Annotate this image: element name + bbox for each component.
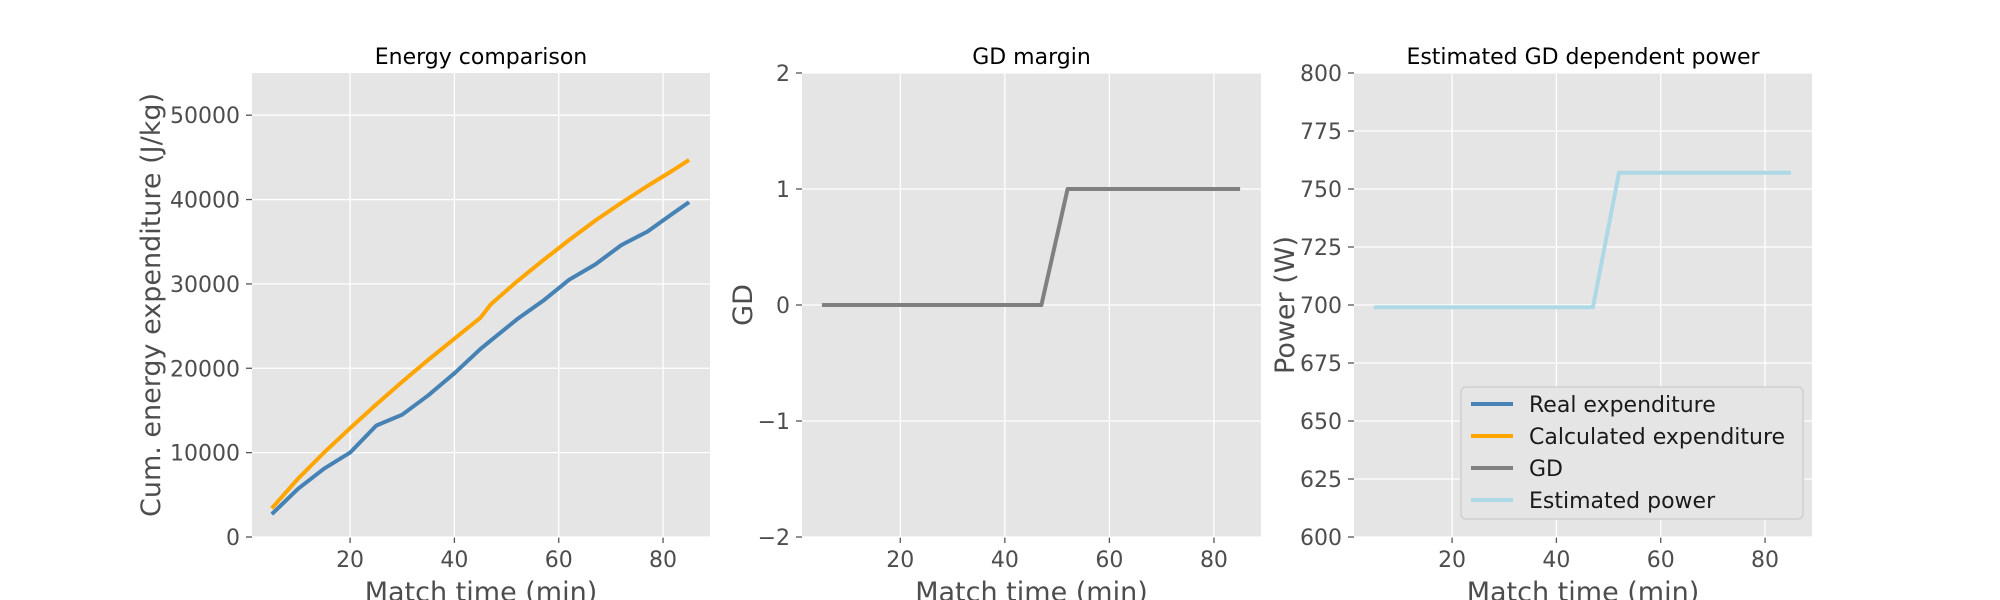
x-tick-label: 20: [886, 548, 914, 573]
y-tick-label: 50000: [170, 104, 240, 129]
y-tick-label: 700: [1300, 294, 1342, 319]
y-tick-label: 2: [776, 62, 790, 87]
x-axis-label: Match time (min): [1467, 577, 1700, 600]
x-tick-label: 60: [1095, 548, 1123, 573]
x-tick-label: 80: [1751, 548, 1779, 573]
y-tick-label: 675: [1300, 352, 1342, 377]
x-tick-label: 40: [440, 548, 468, 573]
y-tick-label: 20000: [170, 357, 240, 382]
y-tick-label: 625: [1300, 468, 1342, 493]
y-tick-label: 40000: [170, 189, 240, 214]
chart-title: GD margin: [972, 45, 1091, 70]
y-tick-label: −2: [758, 526, 790, 551]
chart-panel-1: 20 40 60 80 0 10000 20000 30000 40000 50000 Energy…: [136, 45, 710, 600]
x-tick-label: 40: [1542, 548, 1570, 573]
legend-entry-label: GD: [1529, 457, 1563, 482]
y-tick-label: 775: [1300, 120, 1342, 145]
chart-title: Estimated GD dependent power: [1406, 45, 1760, 70]
legend-entry-label: Estimated power: [1529, 489, 1716, 514]
series-line-real-expenditure: [270, 200, 691, 516]
x-tick-label: 60: [545, 548, 573, 573]
chart-panel-2: 20 40 60 80 −2 −1 0 1 2 GD margin Match time (min)…: [728, 45, 1261, 600]
y-tick-label: 800: [1300, 62, 1342, 87]
chart-title: Energy comparison: [375, 45, 587, 70]
y-tick-label: 750: [1300, 178, 1342, 203]
x-tick-label: 20: [1438, 548, 1466, 573]
y-tick-label: 650: [1300, 410, 1342, 435]
y-tick-label: 0: [776, 294, 790, 319]
legend-entry-label: Calculated expenditure: [1529, 425, 1785, 450]
y-tick-label: 10000: [170, 442, 240, 467]
x-axis-label: Match time (min): [915, 577, 1148, 600]
y-axis-label: GD: [728, 284, 759, 326]
plot-area: [252, 73, 710, 537]
x-axis-label: Match time (min): [365, 577, 598, 600]
y-axis-label: Power (W): [1270, 236, 1301, 374]
legend-frame: [1460, 386, 1804, 520]
series-line-calculated-expenditure: [270, 158, 691, 510]
y-tick-label: 725: [1300, 236, 1342, 261]
series-line-gd: [821, 187, 1241, 307]
y-tick-label: 1: [776, 178, 790, 203]
x-tick-label: 60: [1647, 548, 1675, 573]
y-tick-label: 600: [1300, 526, 1342, 551]
series-line-estimated-power: [1373, 170, 1792, 310]
x-tick-label: 40: [991, 548, 1019, 573]
y-axis-label: Cum. energy expenditure (J/kg): [136, 93, 167, 517]
x-tick-label: 80: [1200, 548, 1228, 573]
y-tick-label: −1: [758, 410, 790, 435]
y-tick-label: 30000: [170, 273, 240, 298]
legend: Real expenditure Calculated expenditure GD…: [1460, 386, 1804, 520]
y-tick-label: 0: [226, 526, 240, 551]
x-tick-label: 20: [336, 548, 364, 573]
legend-entry-label: Real expenditure: [1529, 393, 1716, 418]
x-tick-label: 80: [649, 548, 677, 573]
